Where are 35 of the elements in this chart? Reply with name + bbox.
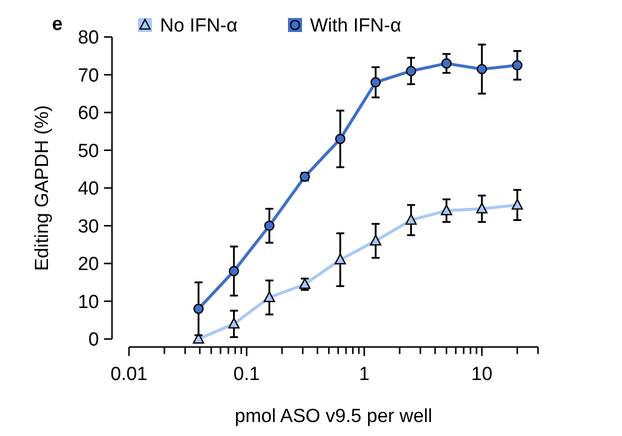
point [440,204,452,216]
y-tick-label: 60 [78,103,99,124]
point [406,66,416,76]
y-axis-title: Editing GAPDH (%) [32,105,53,271]
point [228,318,240,329]
point [476,202,488,214]
point [334,254,346,264]
point [512,60,522,70]
x-tick-label: 1 [358,364,370,385]
point [264,291,275,302]
x-tick-label: 10 [471,364,492,385]
point [405,214,417,225]
point [476,64,488,74]
legend-label: With IFN-α [310,16,402,37]
y-tick-label: 20 [78,254,99,276]
point [370,77,381,88]
point [335,134,346,144]
chart-title: e [52,14,63,35]
y-tick-label: 40 [78,178,99,200]
y-tick-label: 30 [78,216,99,238]
point [370,234,382,246]
x-axis-title: pmol ASO v9.5 per well [234,406,432,427]
point [228,266,240,276]
y-tick-label: 10 [78,292,99,313]
point [512,198,523,210]
y-tick-label: 80 [78,28,99,49]
legend-label: No IFN-α [160,16,238,37]
y-tick-label: 50 [78,140,99,162]
y-tick-label: 0 [88,330,99,351]
x-tick-label: 0.01 [110,364,148,385]
point [264,220,274,231]
point [193,304,204,314]
point [441,58,452,69]
y-tick-label: 70 [78,65,99,86]
x-tick-label: 0.1 [233,364,260,385]
